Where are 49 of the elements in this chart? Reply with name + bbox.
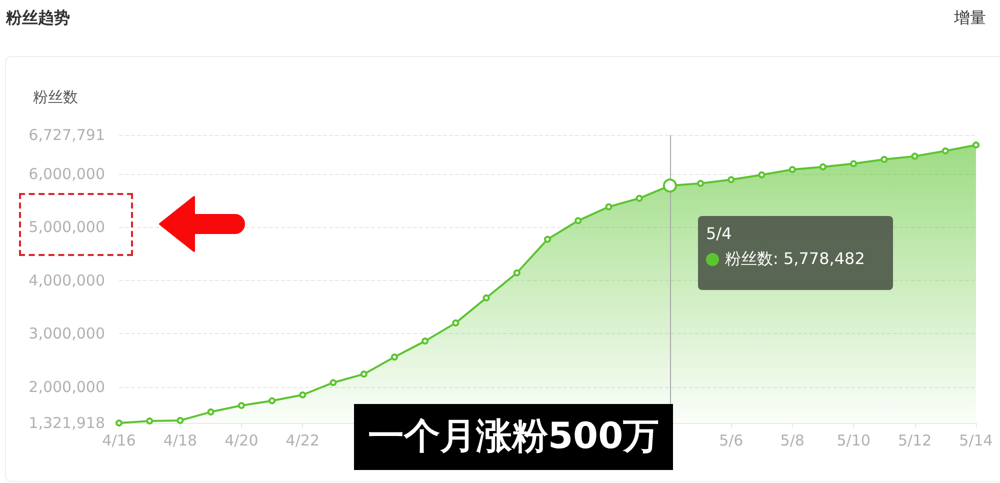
x-tick-label: 5/10 xyxy=(836,432,870,450)
point xyxy=(390,354,398,361)
point xyxy=(207,408,214,416)
point xyxy=(513,269,520,276)
chart-title: 粉丝趋势 xyxy=(6,8,70,29)
x-tick-label: 5/12 xyxy=(898,432,932,450)
text: 增量 xyxy=(954,8,986,29)
annotation: 一个月涨粉500万 xyxy=(354,404,674,470)
point xyxy=(605,203,612,210)
x-tick-label: 4/16 xyxy=(102,432,136,450)
y-tick-label: 5,000,000 xyxy=(28,218,105,236)
x-tick-label: 5/8 xyxy=(780,432,804,450)
point xyxy=(972,142,980,149)
point xyxy=(482,294,490,302)
point xyxy=(422,338,429,345)
point xyxy=(330,379,337,386)
point xyxy=(788,166,796,174)
point xyxy=(238,402,245,410)
x-tick-label: 5/6 xyxy=(719,432,744,450)
annotation: 粉丝数: 5,778,482 xyxy=(724,249,866,270)
point xyxy=(574,217,582,224)
annotation: 5/4 xyxy=(706,224,733,243)
y-tick-label: 3,000,000 xyxy=(28,324,105,343)
y-axis-title: 粉丝数 xyxy=(33,88,78,107)
point xyxy=(880,156,888,163)
x-tick-label: 4/18 xyxy=(163,432,198,450)
point xyxy=(758,171,766,178)
x-tick-label: 4/20 xyxy=(224,432,258,450)
y-tick-label: 2,000,000 xyxy=(28,378,105,396)
point xyxy=(544,236,551,243)
y-tick-label: 6,000,000 xyxy=(28,164,105,183)
point xyxy=(299,391,306,398)
point xyxy=(146,417,154,424)
point xyxy=(911,152,918,160)
point xyxy=(942,147,949,154)
point xyxy=(268,397,276,404)
point xyxy=(850,160,858,168)
x-tick-label: 4/22 xyxy=(286,432,320,450)
point xyxy=(728,176,735,184)
y-tick-label: 6,727,791 xyxy=(28,126,105,144)
point xyxy=(697,180,704,187)
point xyxy=(452,319,460,326)
point xyxy=(176,416,184,424)
y-tick-label: 1,321,918 xyxy=(28,414,105,432)
point xyxy=(360,370,368,378)
point xyxy=(636,194,643,202)
y-tick-label: 4,000,000 xyxy=(28,271,105,290)
point xyxy=(819,163,826,170)
x-tick-label: 5/14 xyxy=(959,432,993,450)
